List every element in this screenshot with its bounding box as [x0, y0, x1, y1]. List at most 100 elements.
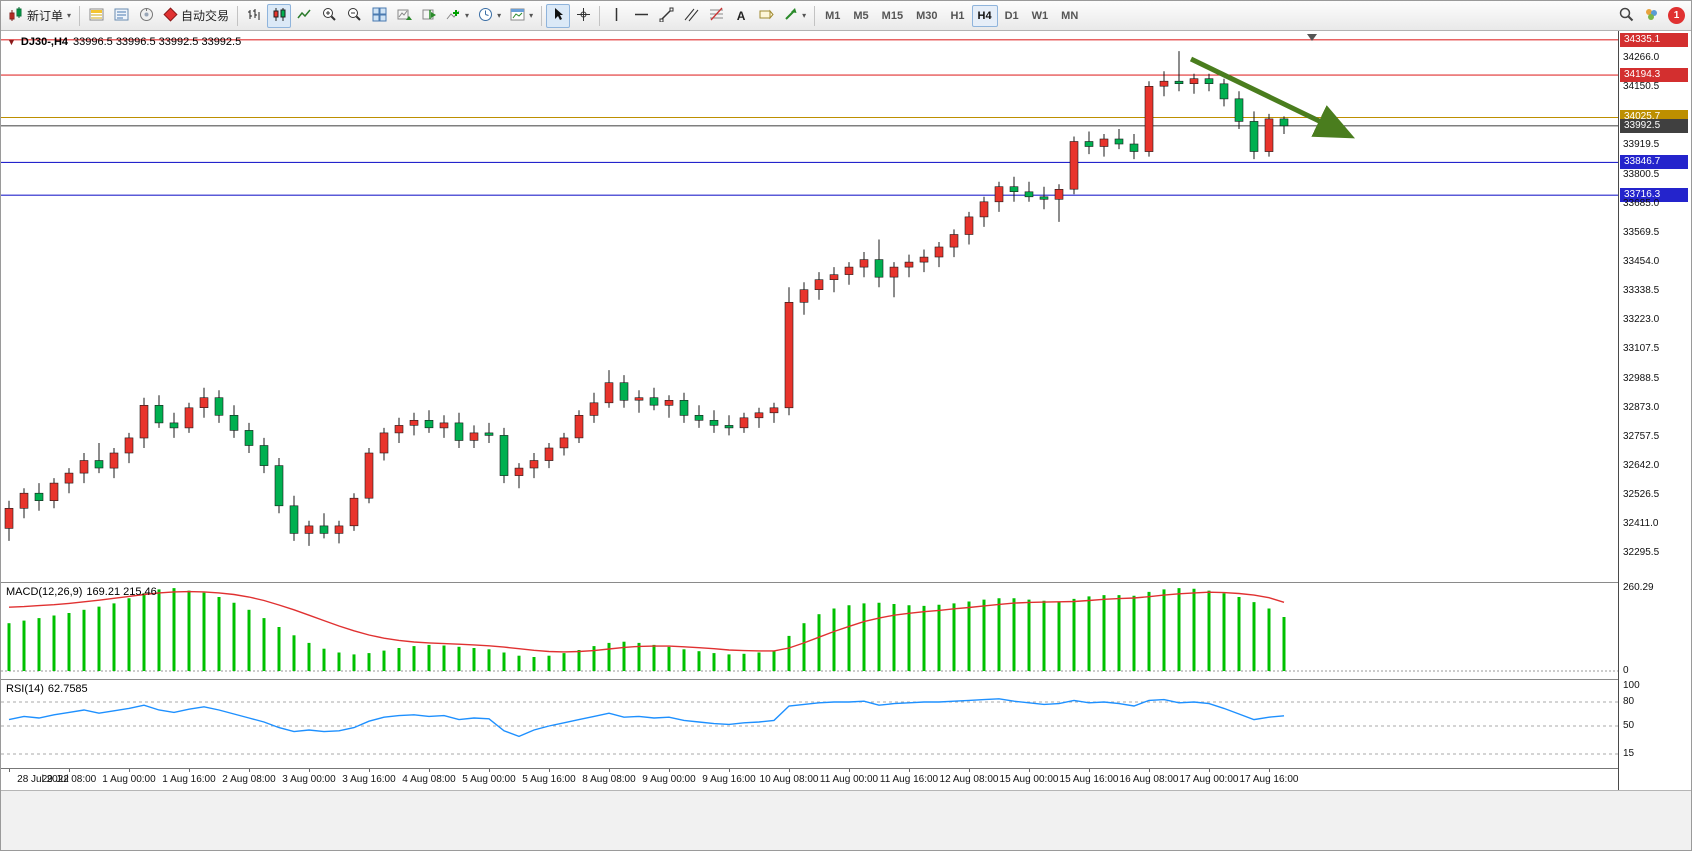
rsi-scale-label: 80	[1623, 695, 1635, 707]
data-window-button[interactable]	[109, 4, 133, 28]
timeframe-button-m30[interactable]: M30	[910, 5, 943, 27]
candlestick-chart-icon	[272, 7, 287, 25]
auto-scroll-button[interactable]	[392, 4, 416, 28]
line-chart-button[interactable]	[292, 4, 316, 28]
horizontal-line-icon	[634, 7, 649, 25]
time-label: 15 Aug 00:00	[999, 774, 1059, 785]
rsi-panel[interactable]: RSI(14) 62.7585	[1, 679, 1618, 768]
toolbar-separator	[814, 5, 816, 26]
price-badge: 34335.1	[1620, 32, 1688, 47]
bar-chart-button[interactable]	[242, 4, 266, 28]
chevron-down-icon: ▾	[497, 11, 502, 20]
trendline-icon	[659, 7, 674, 25]
market-watch-button[interactable]	[84, 4, 108, 28]
time-tick-mark	[849, 769, 850, 772]
rsi-scale-label: 15	[1623, 747, 1635, 759]
search-button[interactable]	[1614, 4, 1638, 28]
zoom-out-button[interactable]	[342, 4, 366, 28]
macd-values: 169.21 215.46	[86, 586, 157, 598]
fibonacci-icon	[709, 7, 724, 25]
timeframe-button-w1[interactable]: W1	[1026, 5, 1055, 27]
vertical-line-button[interactable]	[604, 4, 628, 28]
timeframe-button-d1[interactable]: D1	[999, 5, 1025, 27]
price-tick: 32411.0	[1623, 517, 1659, 529]
toolbar-separator	[599, 5, 601, 26]
timeframe-button-m1[interactable]: M1	[819, 5, 846, 27]
chart-ohlc-values: 33996.5 33996.5 33992.5 33992.5	[73, 36, 242, 48]
navigator-icon	[139, 7, 154, 25]
new-order-label: 新订单	[27, 9, 64, 23]
price-tick: 33223.0	[1623, 313, 1660, 325]
timeframe-button-m15[interactable]: M15	[876, 5, 909, 27]
timeframe-button-m5[interactable]: M5	[847, 5, 874, 27]
palette-icon	[1644, 7, 1659, 25]
trend-arrow-annotation[interactable]	[1189, 56, 1356, 139]
rsi-scale-label: 50	[1623, 719, 1635, 731]
text-label-icon	[759, 7, 774, 25]
chart-shift-marker-icon[interactable]	[1307, 34, 1317, 41]
time-tick-mark	[489, 769, 490, 772]
time-label: 10 Aug 08:00	[759, 774, 819, 785]
chart-caption: ▼ DJ30-,H4 33996.5 33996.5 33992.5 33992…	[7, 36, 241, 48]
arrows-tool-button[interactable]: ▾	[779, 4, 810, 28]
trendline-button[interactable]	[654, 4, 678, 28]
palette-button[interactable]	[1639, 4, 1663, 28]
time-label: 17 Aug 16:00	[1239, 774, 1299, 785]
fibonacci-button[interactable]	[704, 4, 728, 28]
vertical-line-icon	[609, 7, 624, 25]
candlestick-chart[interactable]	[1, 31, 1618, 582]
text-button[interactable]: A	[729, 4, 753, 28]
time-label: 9 Aug 16:00	[702, 774, 756, 785]
rsi-header: RSI(14) 62.7585	[6, 683, 88, 695]
time-tick-mark	[1029, 769, 1030, 772]
time-tick-mark	[249, 769, 250, 772]
horizontal-line-button[interactable]	[629, 4, 653, 28]
timeframe-button-h1[interactable]: H1	[944, 5, 970, 27]
time-label: 8 Aug 08:00	[582, 774, 636, 785]
price-axis[interactable]: 34335.1 34266.0 34194.3 34150.5 34025.7 33992…	[1618, 31, 1691, 790]
chart-shift-button[interactable]	[417, 4, 441, 28]
macd-panel[interactable]: MACD(12,26,9) 169.21 215.46	[1, 582, 1618, 679]
zoom-in-button[interactable]	[317, 4, 341, 28]
rsi-value: 62.7585	[47, 683, 88, 695]
notification-badge[interactable]: 1	[1668, 7, 1685, 24]
price-tick: 33338.5	[1623, 284, 1660, 296]
time-label: 17 Aug 00:00	[1179, 774, 1239, 785]
timeframe-button-h4[interactable]: H4	[971, 4, 998, 27]
time-tick-mark	[69, 769, 70, 772]
periods-button[interactable]: ▾	[474, 4, 505, 28]
time-tick-mark	[1209, 769, 1210, 772]
time-label: 11 Aug 16:00	[879, 774, 939, 785]
time-label: 5 Aug 00:00	[462, 774, 516, 785]
price-tick: 32642.0	[1623, 459, 1660, 471]
data-window-icon	[114, 7, 129, 25]
macd-chart[interactable]	[1, 583, 1618, 679]
macd-label: MACD(12,26,9)	[6, 586, 83, 598]
new-order-button[interactable]: 新订单 ▾	[5, 4, 75, 28]
autotrading-button[interactable]: 自动交易	[159, 4, 233, 28]
navigator-button[interactable]	[134, 4, 158, 28]
main-chart-panel[interactable]: ▼ DJ30-,H4 33996.5 33996.5 33992.5 33992…	[1, 31, 1618, 582]
text-label-button[interactable]	[754, 4, 778, 28]
templates-button[interactable]: ▾	[506, 4, 537, 28]
price-badge: 33716.3	[1620, 188, 1688, 203]
one-click-trading-toggle-icon[interactable]: ▼	[7, 37, 16, 47]
rsi-chart[interactable]	[1, 680, 1618, 768]
crosshair-button[interactable]	[571, 4, 595, 28]
tile-windows-button[interactable]	[367, 4, 391, 28]
time-label: 9 Aug 00:00	[642, 774, 696, 785]
channel-button[interactable]	[679, 4, 703, 28]
timeframe-button-mn[interactable]: MN	[1055, 5, 1084, 27]
price-badge: 33992.5	[1620, 118, 1688, 133]
toolbar-separator	[541, 5, 543, 26]
cursor-button[interactable]	[546, 3, 571, 28]
indicators-button[interactable]: ▾	[442, 4, 473, 28]
time-axis[interactable]: 28 Jul 2022 29 Jul 08:00 1 Aug 00:00 1 Aug …	[1, 768, 1618, 790]
periods-icon	[478, 7, 493, 25]
time-tick-mark	[1149, 769, 1150, 772]
price-tick: 32526.5	[1623, 488, 1660, 500]
time-label: 2 Aug 08:00	[222, 774, 276, 785]
time-label: 16 Aug 08:00	[1119, 774, 1179, 785]
candlestick-chart-button[interactable]	[267, 3, 292, 28]
